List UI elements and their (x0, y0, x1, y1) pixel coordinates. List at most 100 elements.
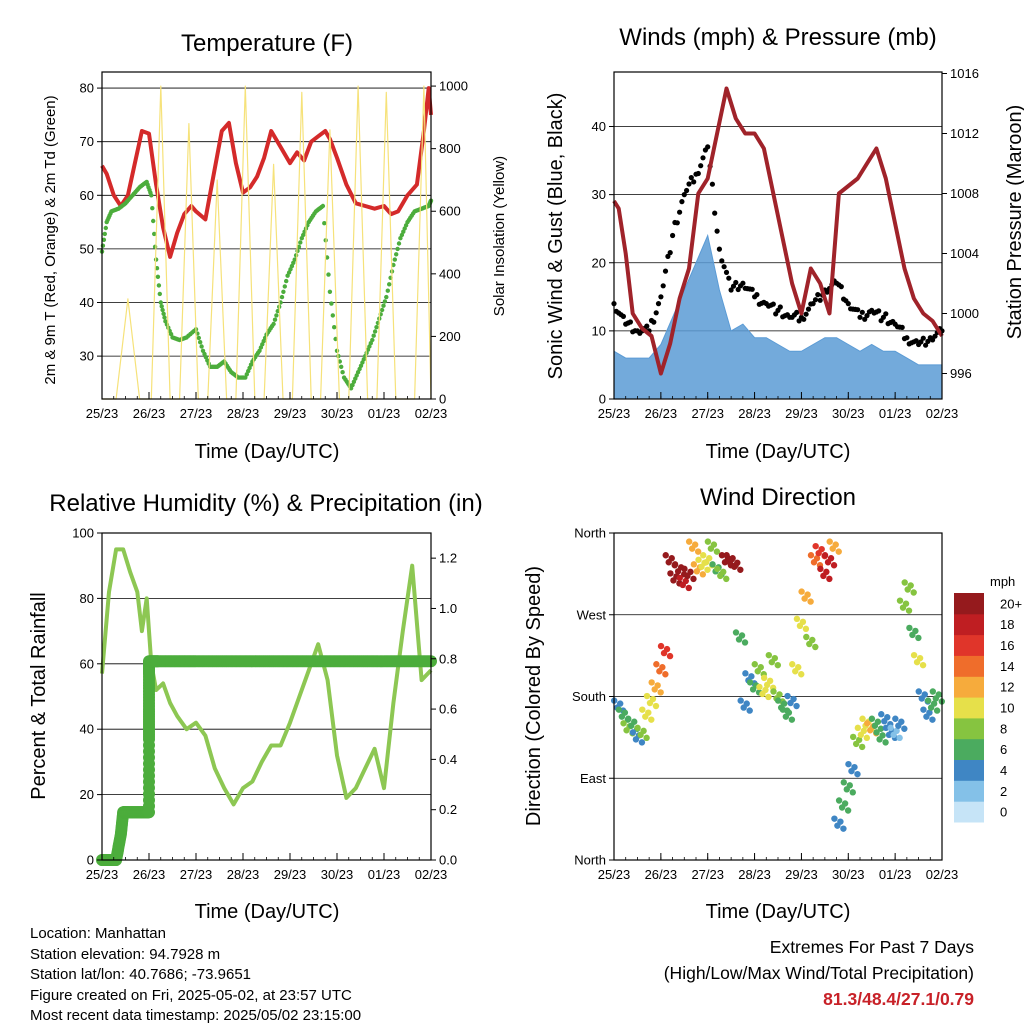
series-point-1 (298, 240, 303, 245)
series-point-1 (367, 344, 372, 349)
direction-point (748, 673, 755, 680)
series-point-1 (391, 262, 396, 268)
legend-label: 0 (1000, 805, 1007, 820)
direction-point (841, 800, 849, 807)
series-point-1 (281, 289, 286, 294)
direction-point (640, 727, 647, 735)
series-point-1 (102, 231, 108, 237)
direction-point (910, 589, 917, 596)
legend-label: 20+ (1000, 596, 1022, 611)
series-point-1 (726, 275, 732, 281)
series-point-1 (777, 304, 783, 310)
y2-tick-label: 1.0 (439, 601, 457, 616)
x-tick-label: 29/23 (785, 867, 818, 882)
direction-point (713, 548, 721, 555)
y2-tick-label: 1012 (950, 126, 979, 141)
series-point-1 (284, 278, 289, 284)
direction-point (663, 645, 671, 653)
series-point-1 (326, 272, 331, 277)
series-point-1 (101, 237, 107, 242)
series-point-1 (198, 340, 203, 345)
extremes-subtitle: (High/Low/Max Wind/Total Precipitation) (663, 963, 974, 983)
series-point-1 (918, 339, 924, 345)
direction-point (662, 671, 669, 678)
direction-point (699, 571, 707, 578)
direction-point (803, 633, 810, 641)
direction-point (690, 575, 697, 583)
series-point-1 (691, 179, 697, 185)
y2-tick-label: 800 (439, 141, 461, 156)
series-point-1 (381, 303, 386, 308)
series-area-0 (613, 233, 943, 400)
direction-point (929, 716, 936, 723)
direction-point (884, 714, 891, 721)
y-tick-label: 50 (80, 241, 94, 256)
direction-point (668, 555, 675, 562)
direction-point (905, 607, 913, 614)
series-point-1 (688, 175, 694, 181)
legend-swatch (954, 801, 984, 823)
x-tick-label: 25/23 (598, 867, 631, 882)
series-point-1 (660, 283, 666, 289)
x-tick-label: 26/23 (645, 867, 678, 882)
direction-point (813, 555, 821, 562)
x-tick-label: 29/23 (785, 406, 818, 421)
direction-point (682, 577, 689, 585)
legend-label: 10 (1000, 701, 1014, 716)
direction-point (878, 711, 885, 718)
elevation-text: Station elevation: 94.7928 m (30, 945, 221, 963)
direction-point (709, 561, 716, 568)
series-point-1 (930, 337, 936, 343)
series-point-1 (100, 243, 106, 248)
direction-point (718, 552, 726, 559)
x-tick-label: 01/23 (368, 867, 401, 882)
series-point-1 (794, 309, 800, 315)
direction-point (933, 707, 941, 714)
series-point-1 (156, 283, 162, 288)
created-text: Figure created on Fri, 2025-05-02, at 23… (30, 986, 352, 1004)
series-point-1 (662, 268, 669, 274)
direction-point (919, 661, 927, 669)
y-tick-label: 100 (72, 526, 94, 541)
series-point-1 (705, 144, 711, 150)
direction-x-label: Time (Day/UTC) (706, 901, 851, 923)
series-point-1 (899, 324, 905, 330)
direction-point (826, 575, 833, 583)
temperature-panel: Temperature (F) 25/23 26/23 27/23 28/23 29/2… (42, 30, 508, 463)
winds-y2-label: Station Pressure (Maroon) (1004, 105, 1024, 340)
direction-point (700, 552, 707, 559)
y-tick-label: 40 (80, 722, 94, 737)
direction-point (648, 716, 655, 723)
direction-point (785, 709, 793, 716)
direction-point (737, 697, 744, 704)
x-tick-label: 29/23 (274, 406, 307, 421)
legend-swatch (954, 593, 984, 615)
legend-label: 16 (1000, 638, 1014, 653)
series-point-1 (670, 232, 676, 239)
direction-point (877, 725, 885, 732)
temperature-axes: 25/23 26/23 27/23 28/23 29/23 30/23 01/23 02/23… (80, 79, 468, 421)
y2-tick-label: 996 (950, 366, 972, 381)
series-point-1 (272, 317, 278, 322)
x-tick-label: 30/23 (832, 406, 865, 421)
series-point-1 (733, 279, 739, 286)
direction-point (896, 597, 904, 604)
legend-swatch (954, 613, 984, 636)
series-point-1 (651, 319, 657, 325)
direction-point (855, 736, 863, 744)
x-tick-label: 27/23 (180, 867, 213, 882)
direction-point (734, 559, 741, 566)
series-point-1 (925, 338, 931, 344)
series-point-1 (719, 258, 725, 264)
series-point-1 (160, 307, 165, 313)
series-point-1 (695, 170, 701, 177)
series-point-1 (334, 348, 340, 353)
winds-plot-area (611, 86, 945, 400)
x-tick-label: 28/23 (738, 406, 771, 421)
direction-point (860, 727, 868, 735)
legend-label: 14 (1000, 659, 1014, 674)
series-point-1 (815, 292, 821, 298)
direction-point (765, 693, 772, 701)
series-point-1 (721, 264, 727, 270)
series-point-1 (301, 232, 306, 238)
